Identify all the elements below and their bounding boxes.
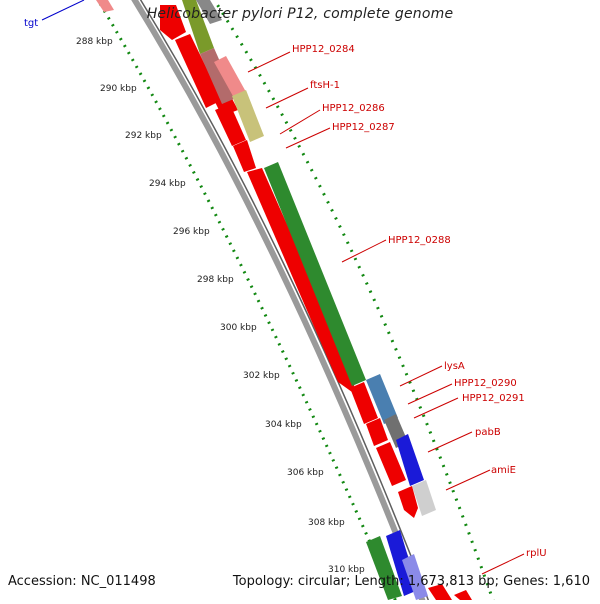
gene-feature-forward[interactable] bbox=[232, 90, 264, 142]
reverse-strand-features bbox=[160, 5, 472, 600]
gene-labels: tgt HPP12_0284 ftsH-1 HPP12_0286 HPP12_0287 H… bbox=[24, 18, 547, 559]
gene-label[interactable]: ftsH-1 bbox=[310, 80, 340, 91]
gene-feature-forward[interactable] bbox=[412, 480, 436, 516]
gene-label[interactable]: lysA bbox=[444, 361, 465, 372]
leader-line bbox=[407, 383, 453, 405]
gene-feature-reverse[interactable] bbox=[215, 104, 246, 146]
backbone-inner-arc bbox=[139, 0, 431, 604]
leader-line bbox=[279, 109, 321, 135]
tick-label: 306 kbp bbox=[287, 468, 324, 478]
tick-label: 292 kbp bbox=[125, 131, 162, 141]
backbone-outer-arc bbox=[131, 0, 428, 604]
gene-feature-forward[interactable] bbox=[96, 0, 114, 12]
leader-line bbox=[399, 365, 443, 387]
gene-label[interactable]: pabB bbox=[475, 427, 501, 438]
tick-label: 288 kbp bbox=[76, 37, 113, 47]
gene-feature-reverse[interactable] bbox=[350, 382, 378, 424]
leader-line bbox=[427, 431, 473, 453]
label-leader-lines bbox=[41, 0, 525, 575]
gene-label[interactable]: amiE bbox=[491, 465, 516, 476]
gene-feature-forward[interactable] bbox=[396, 434, 424, 486]
leader-line bbox=[481, 553, 525, 575]
tick-labels: 288 kbp 290 kbp 292 kbp 294 kbp 296 kbp 298 k… bbox=[76, 37, 365, 575]
leader-line bbox=[265, 87, 309, 109]
tick-label: 308 kbp bbox=[308, 518, 345, 528]
leader-line bbox=[341, 239, 387, 263]
tick-label: 310 kbp bbox=[328, 565, 365, 575]
gene-label[interactable]: HPP12_0287 bbox=[332, 122, 395, 133]
gene-label[interactable]: tgt bbox=[24, 18, 38, 29]
gene-feature-reverse[interactable] bbox=[398, 486, 418, 518]
tick-label: 304 kbp bbox=[265, 420, 302, 430]
tick-ring-inner bbox=[212, 0, 496, 604]
gene-label[interactable]: HPP12_0288 bbox=[388, 235, 451, 246]
tick-label: 298 kbp bbox=[197, 275, 234, 285]
gene-label[interactable]: HPP12_0290 bbox=[454, 378, 517, 389]
gene-label[interactable]: HPP12_0286 bbox=[322, 103, 385, 114]
gene-feature-reverse[interactable] bbox=[160, 5, 186, 40]
forward-strand-features bbox=[96, 0, 436, 600]
gene-label[interactable]: HPP12_0291 bbox=[462, 393, 525, 404]
tick-label: 294 kbp bbox=[149, 179, 186, 189]
tick-ring-outer bbox=[96, 0, 399, 604]
gene-feature-reverse[interactable] bbox=[428, 584, 452, 600]
accession-text: Accession: NC_011498 bbox=[8, 574, 156, 589]
gene-feature-forward[interactable] bbox=[402, 554, 428, 600]
gene-feature-forward[interactable] bbox=[196, 0, 222, 24]
gene-label[interactable]: rplU bbox=[526, 548, 547, 559]
gene-feature-reverse[interactable] bbox=[376, 442, 406, 486]
leader-line bbox=[445, 469, 491, 491]
leader-line bbox=[41, 0, 85, 21]
gene-feature-forward[interactable] bbox=[200, 48, 236, 104]
gene-feature-reverse[interactable] bbox=[454, 590, 472, 600]
leader-line bbox=[413, 397, 459, 419]
gene-feature-forward[interactable] bbox=[214, 56, 246, 98]
gene-feature-reverse[interactable] bbox=[247, 168, 356, 392]
genome-summary-text: Topology: circular; Length: 1,673,813 bp… bbox=[232, 574, 590, 589]
leader-line bbox=[285, 127, 331, 149]
map-title: Helicobacter pylori P12, complete genome bbox=[146, 6, 454, 22]
gene-feature-forward[interactable] bbox=[264, 162, 366, 386]
tick-label: 296 kbp bbox=[173, 227, 210, 237]
gene-feature-forward[interactable] bbox=[366, 374, 398, 424]
leader-line bbox=[247, 51, 291, 73]
tick-label: 302 kbp bbox=[243, 371, 280, 381]
gene-feature-reverse[interactable] bbox=[233, 140, 256, 172]
tick-label: 290 kbp bbox=[100, 84, 137, 94]
gene-feature-forward[interactable] bbox=[182, 0, 214, 54]
gene-feature-reverse[interactable] bbox=[366, 418, 388, 446]
tick-label: 300 kbp bbox=[220, 323, 257, 333]
gene-label[interactable]: HPP12_0284 bbox=[292, 44, 355, 55]
gene-feature-forward[interactable] bbox=[366, 536, 402, 600]
